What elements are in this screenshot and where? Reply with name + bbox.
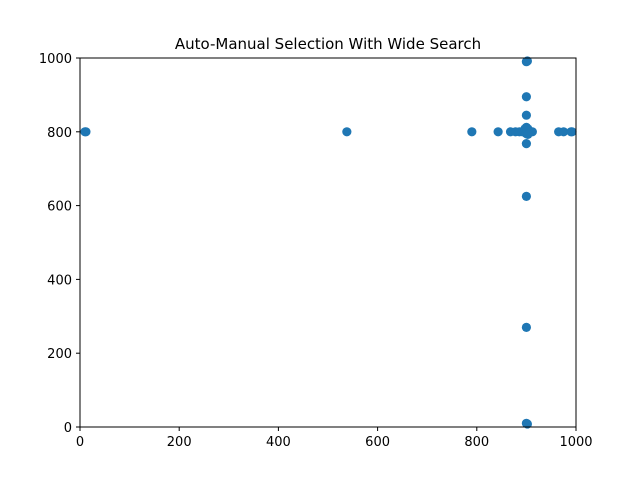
data-point <box>521 92 532 102</box>
data-point <box>493 127 503 137</box>
x-tick-label: 400 <box>266 435 291 450</box>
x-tick-label: 200 <box>167 435 192 450</box>
x-tick-label: 1000 <box>559 435 592 450</box>
plot-frame <box>79 57 577 428</box>
y-tick-label: 200 <box>47 347 72 362</box>
axes-ticks: 0 200 400 600 800 1000 0 200 400 600 800 1000 <box>39 52 593 450</box>
chart-title: Auto-Manual Selection With Wide Search <box>175 35 481 53</box>
data-point <box>567 127 577 137</box>
data-point <box>521 322 532 332</box>
y-tick-label: 600 <box>47 200 72 215</box>
x-tick-label: 800 <box>464 435 489 450</box>
data-point <box>81 127 91 137</box>
data-point <box>342 127 352 137</box>
y-tick-label: 1000 <box>39 52 72 67</box>
data-point <box>521 110 532 120</box>
data-point <box>521 139 532 149</box>
data-point <box>523 129 533 139</box>
data-point <box>522 419 532 429</box>
data-point <box>522 56 532 66</box>
y-tick-label: 400 <box>47 273 72 288</box>
y-tick-label: 0 <box>64 421 72 436</box>
plot-area <box>80 56 577 429</box>
data-point <box>521 122 532 132</box>
data-point <box>467 127 477 137</box>
data-point <box>521 191 532 201</box>
x-tick-label: 0 <box>76 435 84 450</box>
x-tick-label: 600 <box>365 435 390 450</box>
y-tick-label: 800 <box>47 126 72 141</box>
data-point <box>559 127 569 137</box>
